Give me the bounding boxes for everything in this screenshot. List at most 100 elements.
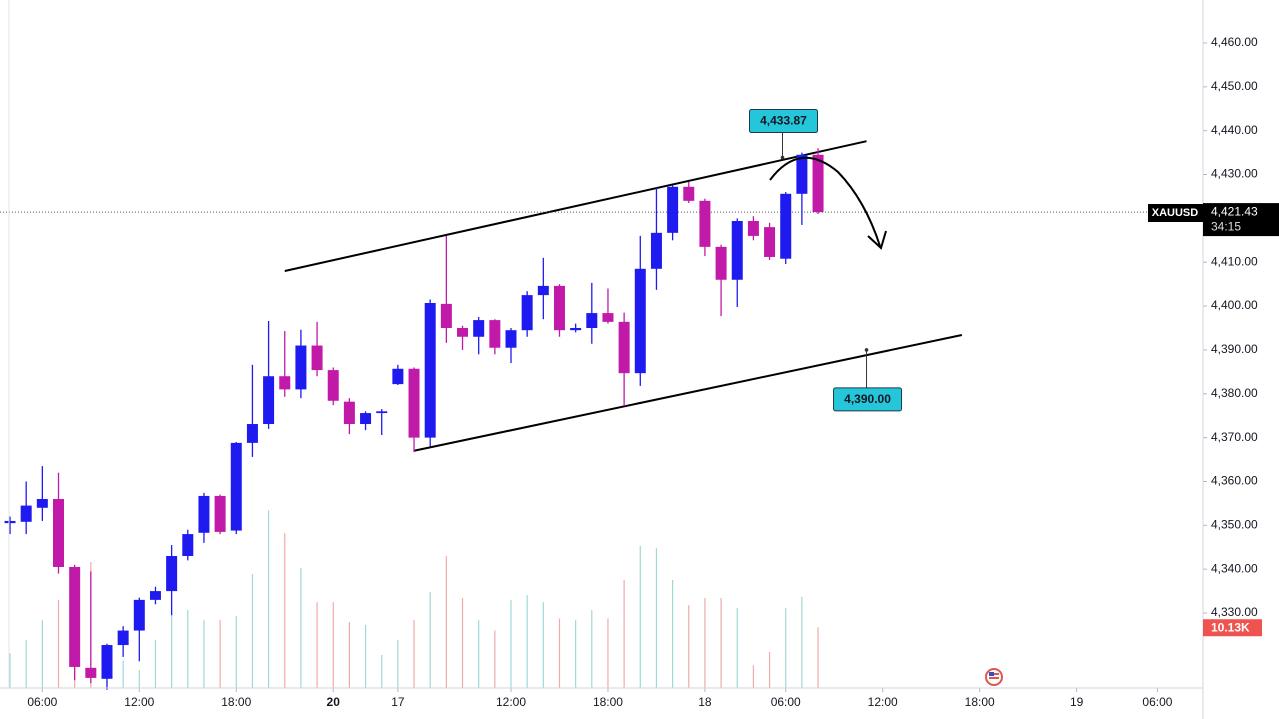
callout-point	[780, 155, 785, 160]
candle-body	[392, 368, 404, 385]
callout-point	[864, 348, 869, 352]
volume-bar	[41, 620, 43, 688]
candle-body	[311, 345, 323, 371]
y-tick-label: 4,390.00	[1211, 342, 1258, 356]
volume-bar	[25, 640, 27, 688]
volume-bar	[219, 620, 221, 688]
y-tick-label: 4,340.00	[1211, 561, 1258, 575]
candle-body	[279, 376, 291, 390]
volume-bar	[526, 595, 528, 688]
candle-body	[343, 401, 355, 425]
countdown-label: 34:15	[1211, 219, 1241, 233]
volume-bar	[381, 655, 383, 688]
candle-body	[36, 499, 48, 508]
candle-layer	[4, 148, 824, 690]
x-tick-label: 12:00	[124, 695, 154, 709]
x-tick-label: 06:00	[771, 695, 801, 709]
callout-label: 4,390.00	[844, 392, 891, 406]
candle-body	[149, 591, 161, 600]
axis-layer: 4,330.00 4,340.00 4,350.00 4,360.00 4,370.00…	[27, 35, 1258, 709]
volume-bar	[284, 533, 286, 688]
volume-label: 10.13K	[1211, 620, 1250, 634]
drawing-layer	[0, 140, 1203, 452]
y-tick-label: 4,330.00	[1211, 605, 1258, 619]
candle-body	[667, 186, 679, 233]
volume-bar	[397, 640, 399, 688]
forecast-arrow	[769, 156, 881, 247]
candle-body	[537, 285, 549, 296]
volume-bar	[413, 620, 415, 688]
volume-bar	[752, 665, 755, 688]
candle-body	[521, 295, 533, 331]
candle-body	[780, 193, 792, 259]
candle-body	[473, 320, 485, 337]
price-label: 4,421.43	[1211, 204, 1258, 218]
candle-body	[360, 413, 372, 425]
candle-body	[295, 345, 307, 390]
volume-bar	[332, 602, 334, 688]
volume-bar	[364, 625, 367, 688]
y-tick-label: 4,460.00	[1211, 35, 1258, 49]
candle-body	[602, 313, 614, 322]
x-tick-label: 17	[391, 695, 405, 709]
volume-bar	[478, 620, 480, 688]
x-tick-label: 12:00	[868, 695, 898, 709]
x-tick-label: 18:00	[221, 695, 251, 709]
candle-body	[570, 327, 582, 331]
volume-bar	[235, 616, 237, 688]
channel-line	[284, 140, 867, 272]
candle-body	[53, 499, 65, 567]
x-tick-label: 06:00	[27, 695, 57, 709]
y-tick-label: 4,370.00	[1211, 430, 1258, 444]
y-tick-label: 4,380.00	[1211, 386, 1258, 400]
volume-bar	[704, 598, 706, 688]
volume-bar	[672, 580, 674, 688]
volume-bar	[348, 622, 350, 688]
candle-body	[133, 599, 145, 631]
x-tick-label: 12:00	[496, 695, 526, 709]
volume-bar	[785, 608, 787, 688]
candle-body	[505, 330, 517, 348]
candle-body	[715, 246, 727, 280]
x-tick-label: 06:00	[1142, 695, 1172, 709]
candle-body	[85, 667, 97, 678]
volume-bar	[558, 618, 561, 688]
candle-body	[327, 370, 339, 401]
candle-body	[457, 327, 469, 337]
y-tick-label: 4,430.00	[1211, 167, 1258, 181]
candle-body	[166, 556, 178, 592]
volume-bar	[461, 598, 464, 688]
volume-box	[1203, 619, 1262, 637]
candle-body	[214, 495, 226, 532]
candle-body	[230, 442, 242, 531]
candle-body	[440, 303, 452, 328]
volume-bar	[203, 620, 205, 688]
volume-bar	[316, 602, 318, 688]
callout-label: 4,433.87	[760, 114, 807, 128]
y-tick-label: 4,450.00	[1211, 79, 1258, 93]
volume-bar	[639, 545, 641, 688]
volume-bar	[655, 548, 658, 688]
volume-bar	[542, 602, 544, 688]
x-tick-label: 18	[698, 695, 712, 709]
volume-bar	[429, 592, 431, 688]
candle-body	[246, 424, 258, 443]
volume-bar	[607, 618, 609, 688]
candle-body	[69, 566, 81, 667]
x-tick-label: 18:00	[593, 695, 623, 709]
y-tick-label: 4,400.00	[1211, 298, 1258, 312]
volume-bar	[9, 653, 11, 688]
y-tick-label: 4,440.00	[1211, 123, 1258, 137]
candle-body	[489, 320, 501, 348]
candle-body	[101, 645, 113, 679]
volume-bar	[575, 620, 577, 688]
candle-body	[408, 368, 420, 438]
candle-body	[424, 303, 436, 438]
callout-box	[748, 109, 818, 134]
volume-bar	[688, 605, 690, 688]
channel-line	[413, 334, 963, 452]
candle-body	[586, 313, 598, 328]
arrow-head	[867, 230, 887, 250]
